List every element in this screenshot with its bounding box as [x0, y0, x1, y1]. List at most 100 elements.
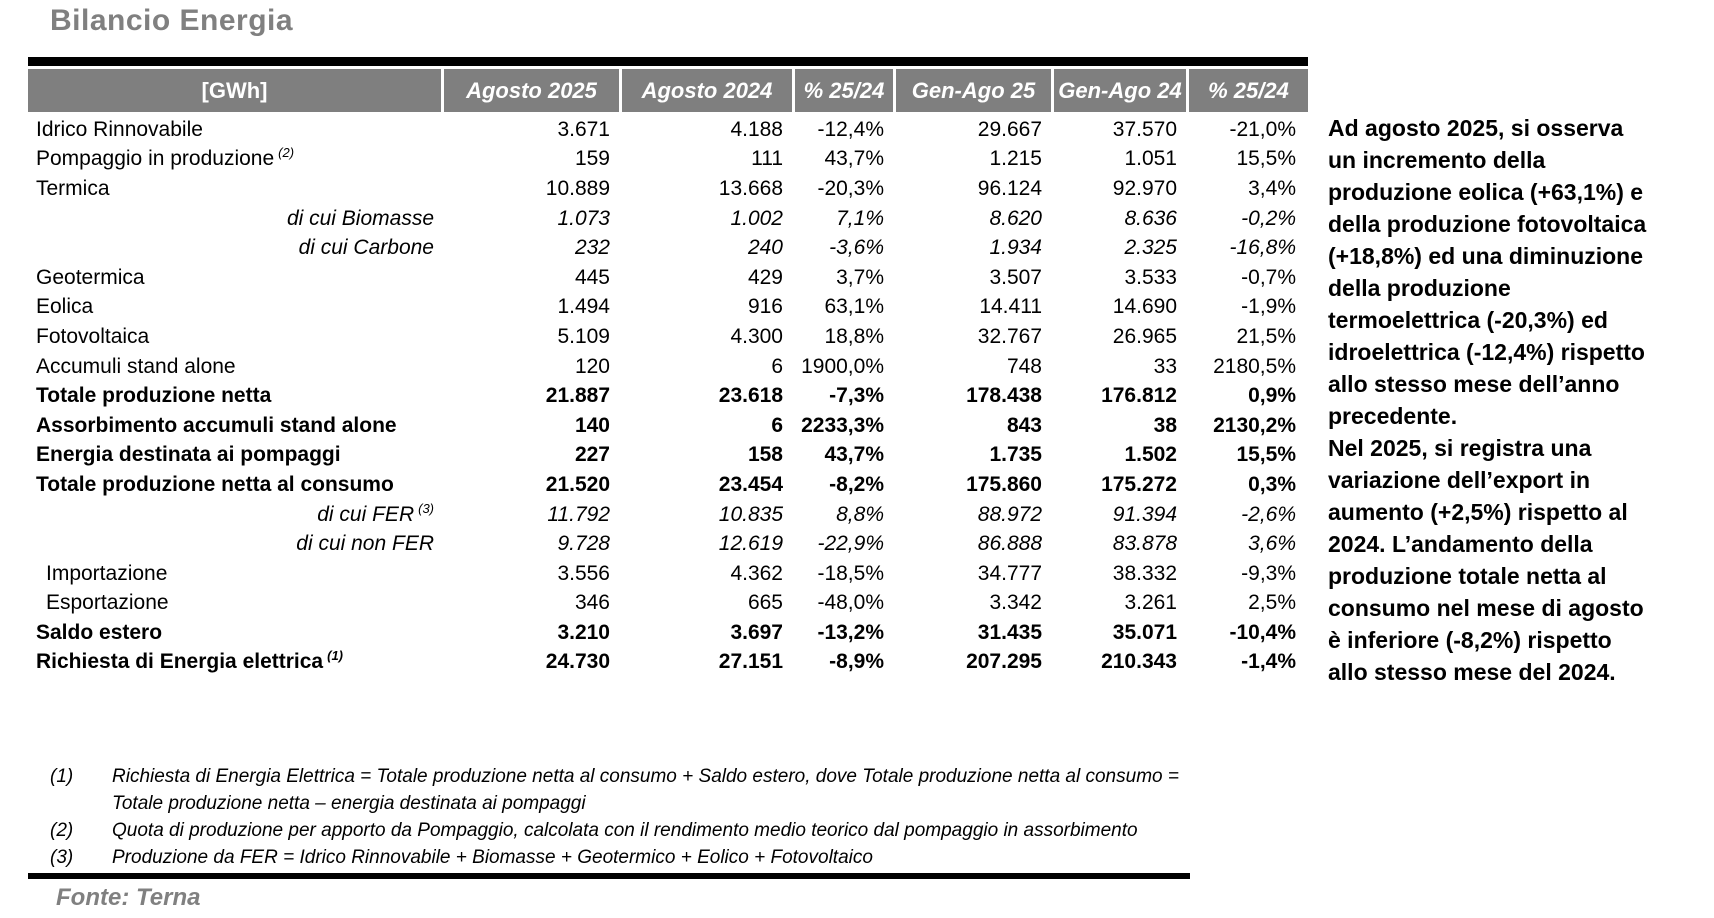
- cell-value: 0,3%: [1248, 472, 1296, 496]
- cell-value: 1.002: [730, 206, 783, 230]
- cell-value: 88.972: [977, 502, 1042, 526]
- cell-value: -7,3%: [829, 384, 884, 408]
- footnotes: (1) Richiesta di Energia Elettrica = Tot…: [50, 763, 1230, 871]
- cell-value: -3,6%: [829, 236, 884, 260]
- footnote-text: Produzione da FER = Idrico Rinnovabile +…: [112, 847, 873, 868]
- energy-balance-table: [GWh] Agosto 2025 Agosto 2024 % 25/24 Ge…: [28, 57, 1308, 677]
- table-row: Termica 10.889 13.668 -20,3% 96.124 92.970 3,4…: [28, 174, 1308, 204]
- cell-value: 140: [574, 413, 610, 437]
- cell-value: 2130,2%: [1213, 413, 1296, 437]
- cell-value: -8,9%: [829, 650, 884, 674]
- cell-value: 175.272: [1101, 472, 1177, 496]
- row-label: Richiesta di Energia elettrica (1): [28, 649, 444, 674]
- row-label-text: Eolica: [36, 295, 94, 319]
- cell-value: 8.636: [1124, 206, 1177, 230]
- footnote-3: (3) Produzione da FER = Idrico Rinnovabi…: [50, 844, 1230, 871]
- row-label: Saldo estero: [28, 621, 444, 645]
- cell-value: -1,9%: [1241, 295, 1296, 319]
- source-label: Fonte: Terna: [56, 884, 201, 911]
- header-cell-agosto-2025: Agosto 2025: [444, 69, 622, 112]
- footnote-ref: (3): [418, 500, 434, 516]
- header-cell-pct-month: % 25/24: [795, 69, 896, 112]
- row-label: di cui Carbone: [28, 236, 444, 260]
- cell-value: 3,6%: [1248, 532, 1296, 556]
- row-label-text: di cui Carbone: [298, 236, 434, 260]
- cell-value: -0,7%: [1241, 265, 1296, 289]
- cell-value: 29.667: [977, 117, 1042, 141]
- row-label-text: Totale produzione netta: [36, 384, 272, 408]
- cell-value: 63,1%: [824, 295, 884, 319]
- cell-value: 14.690: [1112, 295, 1177, 319]
- commentary-paragraph-2: Nel 2025, si registra una variazione del…: [1328, 435, 1644, 685]
- table-row: Esportazione 346 665 -48,0% 3.342 3.261 2,5%: [28, 589, 1308, 619]
- bottom-rule: [28, 873, 1190, 879]
- cell-value: -0,2%: [1241, 206, 1296, 230]
- cell-value: 1.215: [989, 147, 1042, 171]
- row-label-text: Fotovoltaica: [36, 324, 150, 348]
- row-label-text: Saldo estero: [36, 620, 163, 644]
- cell-value: 8,8%: [836, 502, 884, 526]
- header-cell-pct-ytd: % 25/24: [1189, 69, 1308, 112]
- cell-value: 1.735: [989, 443, 1042, 467]
- row-label: Totale produzione netta: [28, 384, 444, 408]
- table-row: di cui Carbone 232 240 -3,6% 1.934 2.325 -16,8…: [28, 233, 1308, 263]
- cell-value: 18,8%: [824, 324, 884, 348]
- header-cell-unit: [GWh]: [28, 69, 444, 112]
- cell-value: 33: [1153, 354, 1177, 378]
- footnote-text: Quota di produzione per apporto da Pompa…: [112, 820, 1138, 841]
- cell-value: 210.343: [1101, 650, 1177, 674]
- cell-value: 15,5%: [1236, 443, 1296, 467]
- footnote-number: (2): [50, 820, 74, 841]
- table-row: Eolica 1.494 916 63,1% 14.411 14.690 -1,9%: [28, 293, 1308, 323]
- row-label-text: Totale produzione netta al consumo: [36, 472, 394, 496]
- cell-value: 748: [1006, 354, 1042, 378]
- cell-value: 346: [574, 591, 610, 615]
- table-row: Pompaggio in produzione (2) 159 111 43,7% 1.2…: [28, 145, 1308, 175]
- cell-value: 665: [747, 591, 783, 615]
- cell-value: 1.934: [989, 236, 1042, 260]
- table-row: Accumuli stand alone 120 6 1900,0% 748 33 2180…: [28, 352, 1308, 382]
- row-label-text: Energia destinata ai pompaggi: [36, 443, 341, 467]
- row-label: Eolica: [28, 295, 444, 319]
- cell-value: 0,9%: [1248, 384, 1296, 408]
- table-row: Idrico Rinnovabile 3.671 4.188 -12,4% 29.667…: [28, 115, 1308, 145]
- cell-value: 4.362: [730, 561, 783, 585]
- row-label-text: Assorbimento accumuli stand alone: [36, 413, 397, 437]
- cell-value: 11.792: [547, 502, 610, 526]
- footnote-number: (3): [50, 847, 74, 868]
- table-row: Totale produzione netta 21.887 23.618 -7,3%…: [28, 381, 1308, 411]
- cell-value: 4.300: [730, 324, 783, 348]
- table-row: Saldo estero 3.210 3.697 -13,2% 31.435 35.071…: [28, 618, 1308, 648]
- row-label: Accumuli stand alone: [28, 355, 444, 379]
- cell-value: 21.887: [545, 384, 610, 408]
- row-label: Fotovoltaica: [28, 325, 444, 349]
- cell-value: 35.071: [1112, 620, 1177, 644]
- commentary-text: Ad agosto 2025, si osserva un incremento…: [1328, 112, 1714, 688]
- row-label-text: Accumuli stand alone: [36, 354, 236, 378]
- cell-value: 92.970: [1112, 176, 1177, 200]
- cell-value: 3.556: [557, 561, 610, 585]
- cell-value: 240: [747, 236, 783, 260]
- table-row: Geotermica 445 429 3,7% 3.507 3.533 -0,7%: [28, 263, 1308, 293]
- table-row: Totale produzione netta al consumo 21.520…: [28, 470, 1308, 500]
- cell-value: 3.697: [730, 620, 783, 644]
- cell-value: 3.507: [989, 265, 1042, 289]
- cell-value: 3.671: [557, 117, 610, 141]
- cell-value: 2.325: [1124, 236, 1177, 260]
- table-row: di cui Biomasse 1.073 1.002 7,1% 8.620 8.636 -…: [28, 204, 1308, 234]
- cell-value: 21,5%: [1236, 324, 1296, 348]
- cell-value: 207.295: [966, 650, 1042, 674]
- cell-value: 37.570: [1112, 117, 1177, 141]
- cell-value: 2180,5%: [1213, 354, 1296, 378]
- cell-value: 158: [747, 443, 783, 467]
- cell-value: 32.767: [977, 324, 1042, 348]
- cell-value: 34.777: [977, 561, 1042, 585]
- cell-value: 843: [1006, 413, 1042, 437]
- cell-value: 1.073: [557, 206, 610, 230]
- cell-value: 7,1%: [836, 206, 884, 230]
- cell-value: 445: [574, 265, 610, 289]
- cell-value: -1,4%: [1241, 650, 1296, 674]
- cell-value: -9,3%: [1241, 561, 1296, 585]
- cell-value: 10.889: [545, 176, 610, 200]
- table-row: Importazione 3.556 4.362 -18,5% 34.777 38.332…: [28, 559, 1308, 589]
